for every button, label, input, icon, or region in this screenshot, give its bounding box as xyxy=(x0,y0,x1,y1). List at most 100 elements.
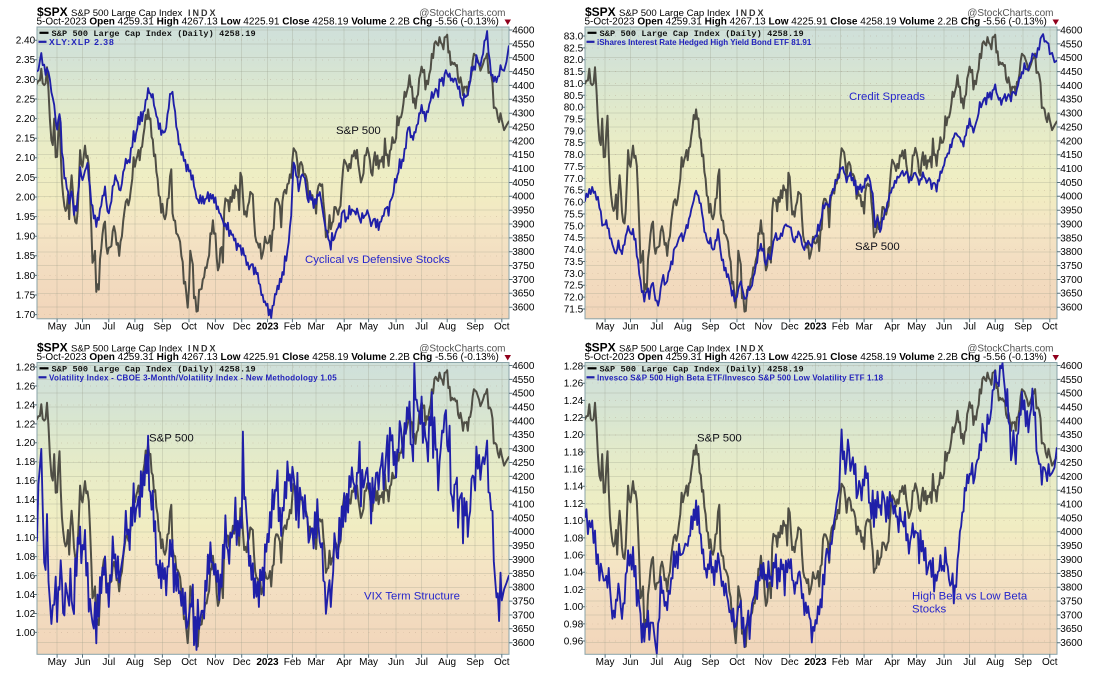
svg-text:S&P 500 Large Cap Index (Daily: S&P 500 Large Cap Index (Daily) 4258.19 xyxy=(600,29,804,39)
svg-text:Jun: Jun xyxy=(74,322,90,333)
svg-text:1.20: 1.20 xyxy=(16,438,36,449)
svg-text:Sep: Sep xyxy=(466,322,484,333)
svg-text:4400: 4400 xyxy=(1060,416,1083,427)
svg-text:@StockCharts.com: @StockCharts.com xyxy=(967,8,1053,19)
svg-text:4250: 4250 xyxy=(512,122,535,133)
svg-text:4000: 4000 xyxy=(1060,192,1083,203)
svg-text:Oct: Oct xyxy=(181,322,197,333)
svg-text:4550: 4550 xyxy=(512,39,535,50)
svg-text:4000: 4000 xyxy=(512,192,535,203)
svg-text:Mar: Mar xyxy=(855,322,873,333)
svg-text:Nov: Nov xyxy=(207,657,225,668)
svg-text:Invesco S&P 500 High Beta ETF/: Invesco S&P 500 High Beta ETF/Invesco S&… xyxy=(597,373,884,382)
svg-text:1.22: 1.22 xyxy=(16,419,36,430)
svg-text:4300: 4300 xyxy=(512,444,535,455)
svg-text:$SPX: $SPX xyxy=(585,5,616,19)
svg-text:Jun: Jun xyxy=(622,657,638,668)
svg-text:4450: 4450 xyxy=(512,403,535,414)
svg-text:Aug: Aug xyxy=(126,322,144,333)
svg-text:4150: 4150 xyxy=(1060,150,1083,161)
svg-text:4450: 4450 xyxy=(1060,67,1083,78)
svg-text:4250: 4250 xyxy=(1060,458,1083,469)
svg-text:S&P 500 Large Cap Index: S&P 500 Large Cap Index xyxy=(71,344,183,355)
svg-text:S&P 500 Large Cap Index (Daily: S&P 500 Large Cap Index (Daily) 4258.19 xyxy=(52,364,256,374)
svg-text:82.5: 82.5 xyxy=(564,43,584,54)
svg-text:0.96: 0.96 xyxy=(564,636,584,647)
svg-text:Dec: Dec xyxy=(781,322,799,333)
svg-text:Cyclical vs Defensive Stocks: Cyclical vs Defensive Stocks xyxy=(305,254,450,266)
svg-text:3900: 3900 xyxy=(1060,555,1083,566)
svg-text:Dec: Dec xyxy=(781,657,799,668)
svg-text:4000: 4000 xyxy=(1060,527,1083,538)
svg-text:2023: 2023 xyxy=(804,322,827,333)
svg-text:1.08: 1.08 xyxy=(564,533,584,544)
svg-text:1.12: 1.12 xyxy=(564,499,584,510)
svg-text:Sep: Sep xyxy=(1014,322,1032,333)
svg-text:4550: 4550 xyxy=(1060,39,1083,50)
svg-text:77.0: 77.0 xyxy=(564,174,584,185)
svg-text:3700: 3700 xyxy=(512,610,535,621)
svg-text:79.5: 79.5 xyxy=(564,115,584,126)
svg-text:Jul: Jul xyxy=(650,657,663,668)
svg-text:1.28: 1.28 xyxy=(564,361,584,372)
svg-text:73.5: 73.5 xyxy=(564,257,584,268)
svg-text:80.0: 80.0 xyxy=(564,103,584,114)
svg-text:Aug: Aug xyxy=(126,657,144,668)
svg-text:S&P 500 Large Cap Index: S&P 500 Large Cap Index xyxy=(619,344,731,355)
svg-text:4100: 4100 xyxy=(1060,500,1083,511)
svg-text:Aug: Aug xyxy=(986,322,1004,333)
svg-text:$SPX: $SPX xyxy=(37,5,68,19)
svg-text:XLY:XLP 2.38: XLY:XLP 2.38 xyxy=(49,37,115,47)
svg-text:3800: 3800 xyxy=(1060,247,1083,258)
svg-text:4050: 4050 xyxy=(512,178,535,189)
svg-text:Apr: Apr xyxy=(884,322,900,333)
svg-text:3650: 3650 xyxy=(512,624,535,635)
svg-text:82.0: 82.0 xyxy=(564,55,584,66)
svg-text:4600: 4600 xyxy=(1060,361,1083,372)
svg-text:Aug: Aug xyxy=(986,657,1004,668)
svg-text:INDX: INDX xyxy=(736,8,766,18)
svg-text:2.35: 2.35 xyxy=(16,55,36,66)
svg-text:1.90: 1.90 xyxy=(16,232,36,243)
svg-text:4000: 4000 xyxy=(512,527,535,538)
svg-text:Oct: Oct xyxy=(729,322,745,333)
svg-text:1.08: 1.08 xyxy=(16,552,36,563)
svg-text:5-Oct-2023 Open 4259.31 High: 5-Oct-2023 Open 4259.31 High 4267.13 Low… xyxy=(585,17,1047,28)
svg-text:3800: 3800 xyxy=(1060,583,1083,594)
svg-text:May: May xyxy=(596,322,615,333)
svg-text:Jun: Jun xyxy=(74,657,90,668)
svg-text:Aug: Aug xyxy=(438,322,456,333)
svg-text:4200: 4200 xyxy=(512,136,535,147)
svg-text:1.00: 1.00 xyxy=(564,602,584,613)
svg-text:3600: 3600 xyxy=(1060,638,1083,649)
svg-text:Aug: Aug xyxy=(674,657,692,668)
svg-text:Mar: Mar xyxy=(307,322,325,333)
svg-text:3700: 3700 xyxy=(1060,275,1083,286)
svg-text:Credit Spreads: Credit Spreads xyxy=(849,91,925,103)
svg-text:1.95: 1.95 xyxy=(16,212,36,223)
svg-text:1.18: 1.18 xyxy=(16,457,36,468)
svg-text:1.80: 1.80 xyxy=(16,271,36,282)
svg-text:Volatility Index - CBOE 3-Mont: Volatility Index - CBOE 3-Month/Volatili… xyxy=(49,373,337,382)
svg-text:3850: 3850 xyxy=(1060,569,1083,580)
svg-text:INDX: INDX xyxy=(188,8,218,18)
svg-text:3600: 3600 xyxy=(512,638,535,649)
svg-text:79.0: 79.0 xyxy=(564,126,584,137)
svg-text:Oct: Oct xyxy=(494,322,510,333)
svg-text:Sep: Sep xyxy=(702,657,720,668)
svg-text:4200: 4200 xyxy=(1060,472,1083,483)
svg-text:Feb: Feb xyxy=(284,657,302,668)
svg-text:4100: 4100 xyxy=(1060,164,1083,175)
svg-text:4500: 4500 xyxy=(1060,389,1083,400)
svg-text:May: May xyxy=(48,322,67,333)
svg-text:1.16: 1.16 xyxy=(16,476,36,487)
svg-text:2023: 2023 xyxy=(256,322,279,333)
svg-text:1.85: 1.85 xyxy=(16,251,36,262)
svg-text:0.98: 0.98 xyxy=(564,619,584,630)
svg-text:3700: 3700 xyxy=(1060,610,1083,621)
svg-text:4400: 4400 xyxy=(512,416,535,427)
svg-text:1.02: 1.02 xyxy=(16,609,36,620)
svg-text:4300: 4300 xyxy=(1060,444,1083,455)
svg-text:May: May xyxy=(907,657,926,668)
svg-text:Nov: Nov xyxy=(207,322,225,333)
